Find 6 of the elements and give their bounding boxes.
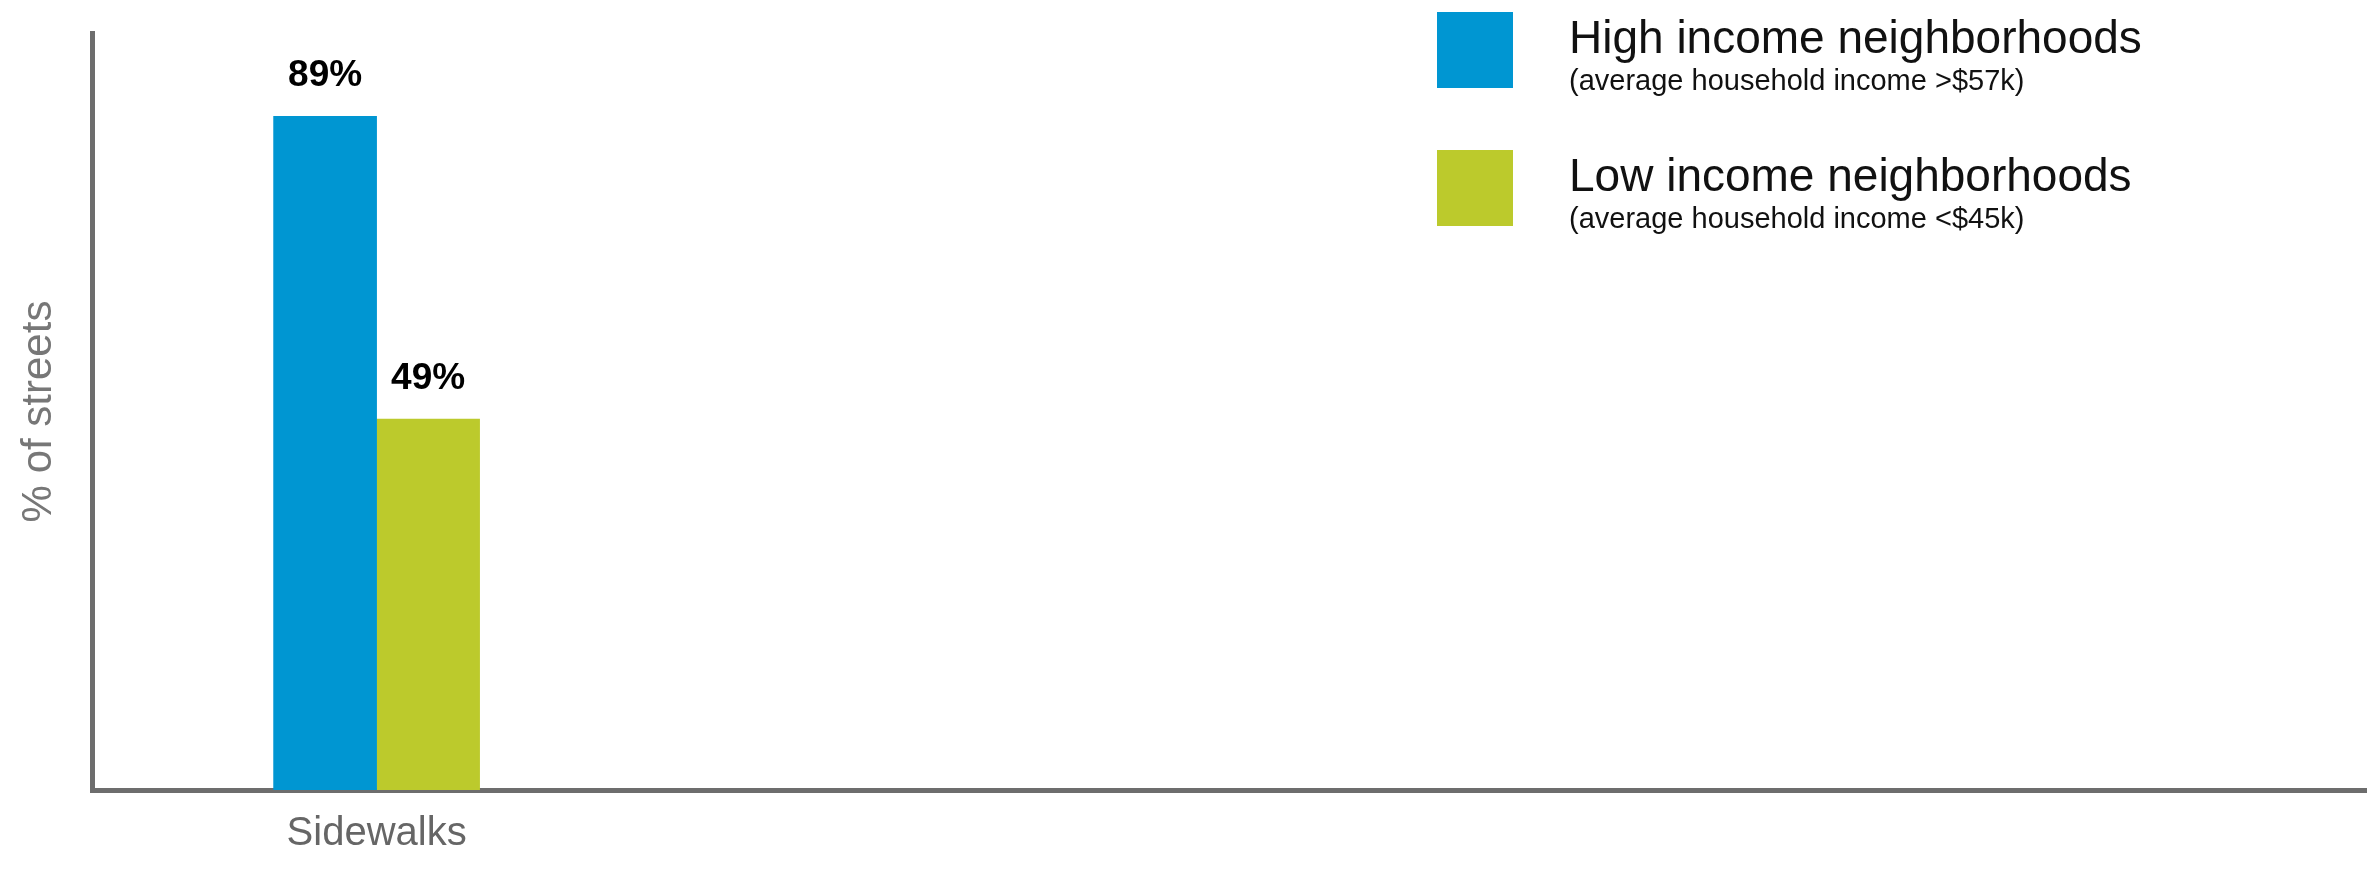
data-label: 49% xyxy=(391,355,466,397)
x-tick-label: Sidewalks xyxy=(286,809,467,854)
y-axis-title: % of streets xyxy=(12,300,60,523)
legend-label: Low income neighborhoods (average household income <$45k) xyxy=(1569,149,2132,236)
data-label: 89% xyxy=(288,52,363,94)
legend-label: High income neighborhoods (average household income >$57k) xyxy=(1569,11,2142,98)
